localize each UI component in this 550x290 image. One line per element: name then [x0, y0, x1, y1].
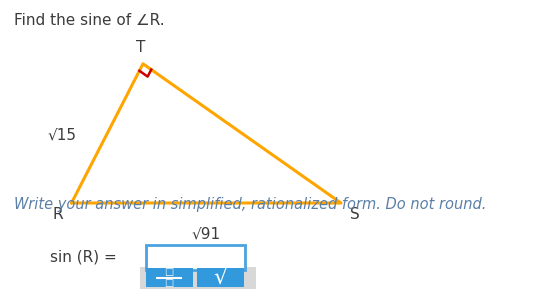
Bar: [146, 268, 192, 287]
Text: □: □: [164, 278, 174, 288]
Bar: [146, 245, 245, 270]
Text: sin (R) =: sin (R) =: [50, 249, 121, 264]
Text: T: T: [135, 40, 145, 55]
Text: √15: √15: [48, 127, 77, 142]
Bar: [197, 268, 244, 287]
Text: Find the sine of ∠R.: Find the sine of ∠R.: [14, 13, 164, 28]
Text: √: √: [213, 268, 227, 288]
Text: R: R: [52, 207, 63, 222]
Text: □: □: [164, 267, 174, 278]
Text: Write your answer in simplified, rationalized form. Do not round.: Write your answer in simplified, rationa…: [14, 197, 486, 212]
Text: S: S: [350, 207, 360, 222]
Text: √91: √91: [192, 226, 221, 241]
Bar: [140, 267, 256, 289]
